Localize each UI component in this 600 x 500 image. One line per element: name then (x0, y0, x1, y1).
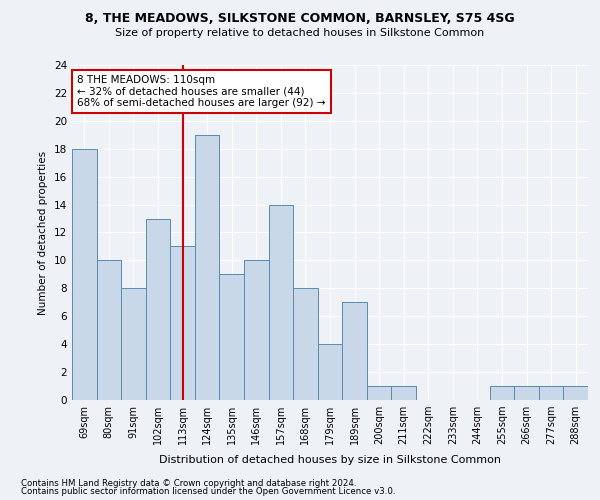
Bar (391, 386, 416, 400)
Bar (146, 218, 170, 400)
Bar (490, 386, 514, 400)
Text: Contains public sector information licensed under the Open Government Licence v3: Contains public sector information licen… (21, 487, 395, 496)
Bar (269, 204, 293, 400)
Bar (72, 148, 97, 400)
Bar (97, 260, 121, 400)
Text: Size of property relative to detached houses in Silkstone Common: Size of property relative to detached ho… (115, 28, 485, 38)
Bar (244, 260, 269, 400)
Text: 8, THE MEADOWS, SILKSTONE COMMON, BARNSLEY, S75 4SG: 8, THE MEADOWS, SILKSTONE COMMON, BARNSL… (85, 12, 515, 26)
Text: Contains HM Land Registry data © Crown copyright and database right 2024.: Contains HM Land Registry data © Crown c… (21, 478, 356, 488)
Bar (342, 302, 367, 400)
Bar (293, 288, 318, 400)
Bar (220, 274, 244, 400)
Y-axis label: Number of detached properties: Number of detached properties (38, 150, 49, 314)
Bar (170, 246, 195, 400)
Text: 8 THE MEADOWS: 110sqm
← 32% of detached houses are smaller (44)
68% of semi-deta: 8 THE MEADOWS: 110sqm ← 32% of detached … (77, 75, 326, 108)
Bar (121, 288, 146, 400)
Bar (514, 386, 539, 400)
Bar (367, 386, 391, 400)
Bar (539, 386, 563, 400)
X-axis label: Distribution of detached houses by size in Silkstone Common: Distribution of detached houses by size … (159, 456, 501, 466)
Bar (195, 135, 220, 400)
Bar (563, 386, 588, 400)
Bar (318, 344, 342, 400)
